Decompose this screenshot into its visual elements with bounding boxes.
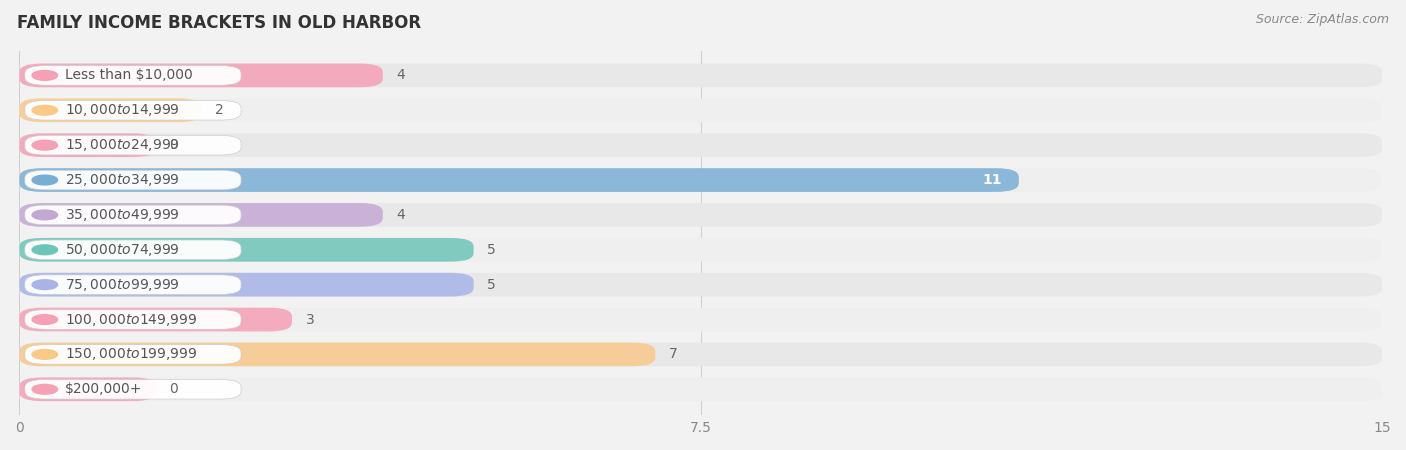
- Text: $75,000 to $99,999: $75,000 to $99,999: [65, 277, 180, 292]
- FancyBboxPatch shape: [25, 275, 240, 294]
- Circle shape: [32, 280, 58, 289]
- Text: $15,000 to $24,999: $15,000 to $24,999: [65, 137, 180, 153]
- Text: $10,000 to $14,999: $10,000 to $14,999: [65, 102, 180, 118]
- Text: 0: 0: [169, 382, 179, 396]
- Text: 4: 4: [396, 68, 405, 82]
- FancyBboxPatch shape: [20, 63, 1382, 87]
- Circle shape: [32, 71, 58, 80]
- Text: 5: 5: [488, 243, 496, 257]
- FancyBboxPatch shape: [25, 345, 240, 364]
- Text: Less than $10,000: Less than $10,000: [65, 68, 193, 82]
- FancyBboxPatch shape: [25, 170, 240, 190]
- FancyBboxPatch shape: [20, 308, 1382, 331]
- Circle shape: [32, 384, 58, 394]
- FancyBboxPatch shape: [20, 342, 1382, 366]
- Circle shape: [32, 245, 58, 255]
- FancyBboxPatch shape: [20, 342, 655, 366]
- FancyBboxPatch shape: [25, 240, 240, 260]
- Circle shape: [32, 140, 58, 150]
- FancyBboxPatch shape: [20, 99, 1382, 122]
- Text: $100,000 to $149,999: $100,000 to $149,999: [65, 311, 197, 328]
- Text: $150,000 to $199,999: $150,000 to $199,999: [65, 346, 197, 362]
- Text: $35,000 to $49,999: $35,000 to $49,999: [65, 207, 180, 223]
- FancyBboxPatch shape: [25, 205, 240, 225]
- Circle shape: [32, 105, 58, 115]
- FancyBboxPatch shape: [20, 203, 1382, 227]
- FancyBboxPatch shape: [20, 378, 156, 401]
- Circle shape: [32, 315, 58, 324]
- FancyBboxPatch shape: [20, 203, 382, 227]
- FancyBboxPatch shape: [20, 133, 156, 157]
- FancyBboxPatch shape: [20, 168, 1382, 192]
- FancyBboxPatch shape: [20, 308, 292, 331]
- FancyBboxPatch shape: [25, 310, 240, 329]
- FancyBboxPatch shape: [20, 273, 1382, 297]
- Circle shape: [32, 210, 58, 220]
- Text: FAMILY INCOME BRACKETS IN OLD HARBOR: FAMILY INCOME BRACKETS IN OLD HARBOR: [17, 14, 420, 32]
- Text: $200,000+: $200,000+: [65, 382, 142, 396]
- FancyBboxPatch shape: [20, 63, 382, 87]
- Text: 4: 4: [396, 208, 405, 222]
- FancyBboxPatch shape: [25, 379, 240, 399]
- Text: 5: 5: [488, 278, 496, 292]
- Text: $50,000 to $74,999: $50,000 to $74,999: [65, 242, 180, 258]
- Text: Source: ZipAtlas.com: Source: ZipAtlas.com: [1256, 14, 1389, 27]
- Text: $25,000 to $34,999: $25,000 to $34,999: [65, 172, 180, 188]
- Circle shape: [32, 350, 58, 359]
- Text: 0: 0: [169, 138, 179, 152]
- FancyBboxPatch shape: [20, 273, 474, 297]
- Text: 7: 7: [669, 347, 678, 361]
- FancyBboxPatch shape: [25, 135, 240, 155]
- Text: 11: 11: [983, 173, 1002, 187]
- Circle shape: [32, 175, 58, 185]
- Text: 2: 2: [215, 104, 224, 117]
- FancyBboxPatch shape: [25, 66, 240, 85]
- FancyBboxPatch shape: [20, 238, 474, 261]
- FancyBboxPatch shape: [20, 133, 1382, 157]
- FancyBboxPatch shape: [20, 168, 1019, 192]
- FancyBboxPatch shape: [20, 238, 1382, 261]
- Text: 3: 3: [305, 313, 315, 327]
- FancyBboxPatch shape: [25, 100, 240, 120]
- FancyBboxPatch shape: [20, 378, 1382, 401]
- FancyBboxPatch shape: [20, 99, 201, 122]
